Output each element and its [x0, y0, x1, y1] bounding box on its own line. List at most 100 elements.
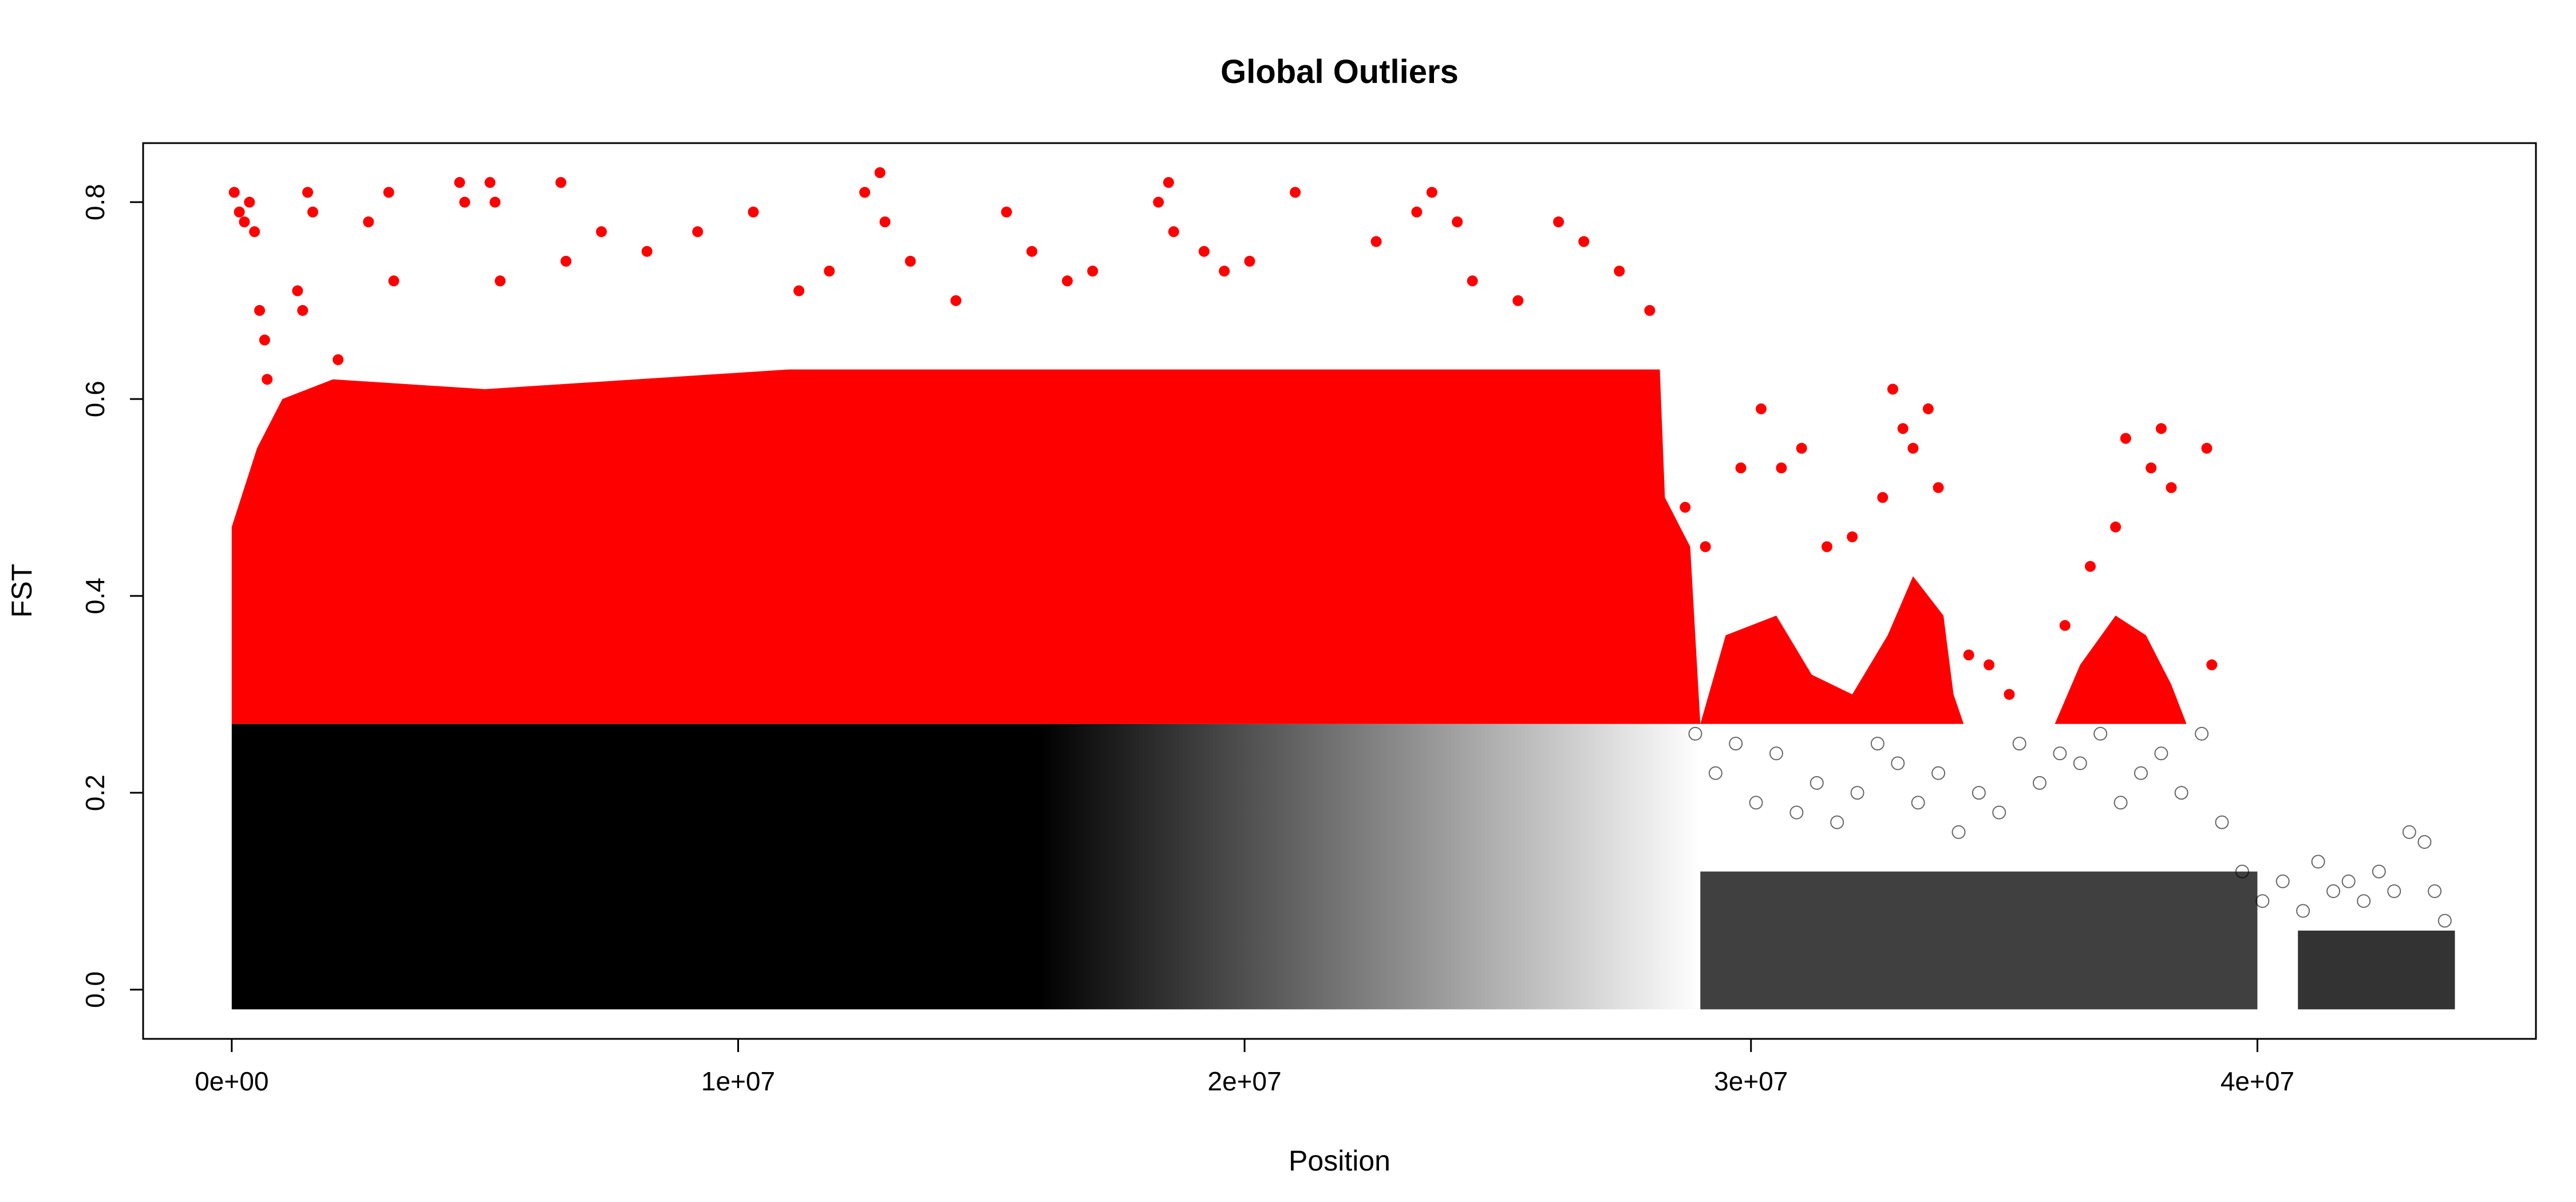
- outlier-point: [1700, 541, 1711, 552]
- non-outlier-point: [2134, 766, 2148, 780]
- outlier-point: [302, 187, 313, 198]
- outlier-point: [484, 177, 496, 188]
- outlier-point: [1877, 492, 1888, 503]
- outlier-point: [1887, 383, 1898, 395]
- non-outlier-point: [1809, 776, 1824, 790]
- non-outlier-point: [2073, 756, 2087, 770]
- outlier-point: [249, 226, 260, 238]
- non-outlier-point: [2387, 884, 2401, 898]
- outlier-point: [1776, 462, 1787, 473]
- non-outlier-point: [2357, 894, 2371, 908]
- outlier-point: [560, 255, 572, 267]
- outlier-point: [1822, 541, 1832, 552]
- outlier-point: [1062, 275, 1073, 287]
- non-outlier-point: [2296, 904, 2310, 918]
- outlier-point: [1614, 266, 1625, 277]
- outlier-point: [950, 295, 962, 306]
- outlier-point: [1452, 216, 1463, 228]
- x-tick-label: 1e+07: [701, 1066, 775, 1096]
- outlier-point: [495, 275, 506, 287]
- outlier-point: [1984, 659, 1995, 670]
- x-tick-label: 0e+00: [195, 1066, 268, 1096]
- outlier-point: [641, 246, 653, 257]
- outlier-point: [2201, 442, 2212, 454]
- non-outlier-point: [2154, 746, 2168, 761]
- non-outlier-point: [2053, 746, 2067, 761]
- outlier-point: [388, 275, 400, 287]
- outlier-point-cloud-tail: [1700, 576, 1964, 724]
- y-axis: 0.0 0.2 0.4 0.6 0.8: [80, 184, 144, 1008]
- non-outlier-point: [2033, 776, 2046, 790]
- outlier-point: [1553, 216, 1564, 228]
- x-tick-label: 3e+07: [1714, 1066, 1788, 1096]
- non-outlier-point-cloud-end: [2298, 930, 2455, 1010]
- outlier-point: [1796, 442, 1807, 454]
- outlier-point: [2206, 659, 2218, 670]
- non-outlier-point: [2093, 726, 2108, 741]
- outlier-point: [1897, 423, 1909, 434]
- points-layer: [228, 167, 2452, 928]
- non-outlier-point: [1789, 805, 1804, 820]
- outlier-point: [1001, 206, 1012, 218]
- outlier-point: [1933, 482, 1944, 493]
- outlier-point: [1411, 206, 1423, 218]
- outlier-point: [363, 216, 374, 228]
- x-tick-label: 2e+07: [1208, 1066, 1282, 1096]
- non-outlier-point: [2311, 855, 2325, 869]
- non-outlier-point: [1749, 796, 1763, 810]
- outlier-point: [1922, 403, 1934, 414]
- outlier-point: [2155, 423, 2167, 434]
- chart-title: Global Outliers: [1220, 53, 1459, 90]
- y-tick-label: 0.4: [80, 578, 110, 614]
- outlier-point: [1847, 531, 1858, 543]
- outlier-point: [459, 196, 471, 208]
- non-outlier-point: [1971, 786, 1986, 800]
- x-axis-label: Position: [1289, 1145, 1390, 1177]
- non-outlier-point: [1911, 796, 1925, 810]
- outlier-point: [259, 334, 270, 346]
- outlier-point: [2166, 482, 2177, 493]
- outlier-point: [596, 226, 607, 238]
- outlier-point: [1907, 442, 1919, 454]
- outlier-point: [2146, 462, 2157, 473]
- non-outlier-point: [2275, 874, 2290, 888]
- non-outlier-point: [2215, 815, 2229, 829]
- y-tick-label: 0.2: [80, 774, 110, 811]
- outlier-point: [234, 206, 245, 218]
- non-outlier-point: [1870, 737, 1884, 751]
- non-outlier-point: [2437, 914, 2452, 928]
- outlier-point: [1153, 196, 1164, 208]
- non-outlier-point: [2341, 874, 2356, 888]
- outlier-point: [874, 167, 886, 179]
- outlier-point: [254, 305, 265, 316]
- outlier-point: [1087, 266, 1099, 277]
- outlier-point: [748, 206, 759, 218]
- outlier-point: [1680, 501, 1691, 513]
- non-outlier-point: [2255, 894, 2270, 908]
- outlier-point: [824, 266, 835, 277]
- outlier-point: [859, 187, 871, 198]
- outlier-point: [1163, 177, 1174, 188]
- outlier-point: [2004, 689, 2015, 700]
- non-outlier-point: [2235, 864, 2249, 879]
- non-outlier-point-cloud: [231, 723, 1701, 1010]
- y-tick-label: 0.0: [80, 971, 110, 1008]
- outlier-point: [1290, 187, 1301, 198]
- outlier-point: [454, 177, 465, 188]
- non-outlier-point: [1891, 756, 1905, 770]
- outlier-point: [333, 354, 344, 365]
- outlier-point: [1219, 266, 1230, 277]
- non-outlier-point: [2402, 825, 2416, 839]
- outlier-point: [1735, 462, 1747, 473]
- outlier-point: [1198, 246, 1210, 257]
- non-outlier-point: [2428, 884, 2442, 898]
- outlier-point-cloud-cluster: [2055, 615, 2187, 724]
- outlier-point: [2110, 521, 2121, 533]
- outlier-point: [489, 196, 501, 208]
- non-outlier-point: [2174, 786, 2188, 800]
- non-outlier-point: [1931, 766, 1946, 780]
- outlier-point: [1578, 236, 1590, 247]
- non-outlier-point-cloud-tail: [1700, 871, 2258, 1010]
- non-outlier-point: [1951, 825, 1966, 839]
